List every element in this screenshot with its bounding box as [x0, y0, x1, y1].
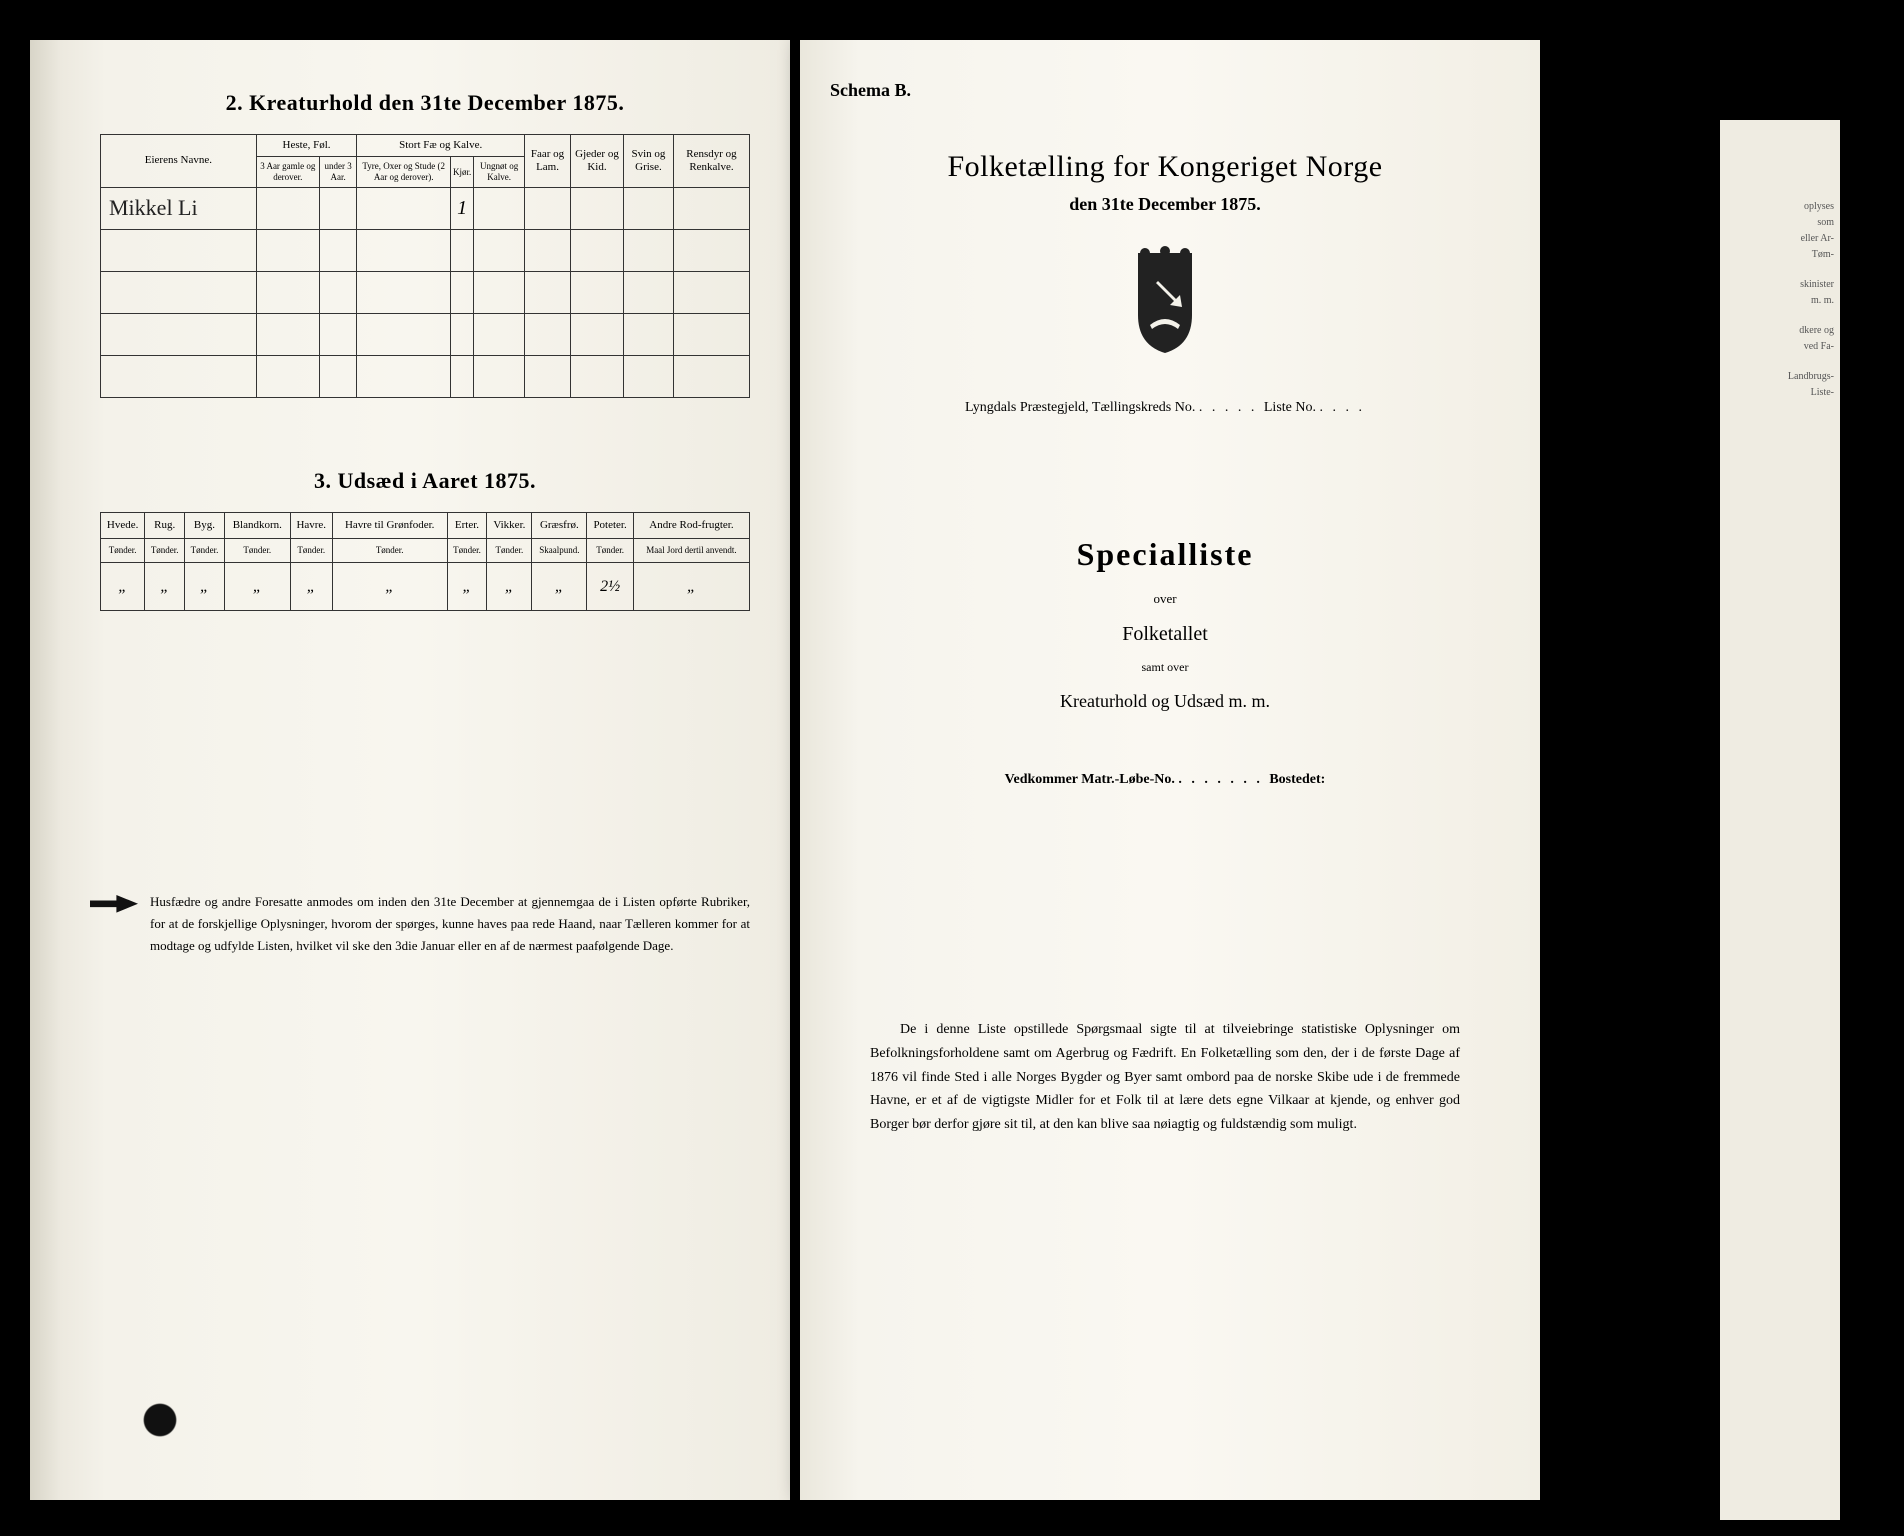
- census-date: den 31te December 1875.: [870, 194, 1460, 215]
- vedkommer-line: Vedkommer Matr.-Løbe-No. . . . . . . . B…: [870, 772, 1460, 788]
- table-row: [101, 229, 750, 271]
- section-3-title: 3. Udsæd i Aaret 1875.: [100, 468, 750, 494]
- census-title: Folketælling for Kongeriget Norge: [870, 150, 1460, 184]
- col-owner: Eierens Navne.: [101, 135, 257, 188]
- seed-col-2: Byg.: [185, 512, 225, 538]
- seed-unit-5: Tønder.: [332, 538, 447, 562]
- footnote-text: Husfædre og andre Foresatte anmodes om i…: [150, 894, 750, 953]
- col-cattle-b: Kjør.: [451, 157, 474, 188]
- coat-of-arms-icon: [1120, 245, 1210, 355]
- seed-value-6: „: [447, 562, 487, 610]
- parish-line: Lyngdals Præstegjeld, Tællingskreds No. …: [870, 400, 1460, 416]
- seed-unit-0: Tønder.: [101, 538, 145, 562]
- seed-value-8: „: [532, 562, 587, 610]
- body-paragraph: De i denne Liste opstillede Spørgsmaal s…: [870, 1018, 1460, 1137]
- seed-col-3: Blandkorn.: [224, 512, 290, 538]
- col-reindeer: Rensdyr og Renkalve.: [673, 135, 749, 188]
- page-spread: 2. Kreaturhold den 31te December 1875. E…: [30, 40, 1850, 1510]
- ink-blot: [140, 1400, 180, 1440]
- seed-unit-10: Maal Jord dertil anvendt.: [633, 538, 749, 562]
- table-row: [101, 313, 750, 355]
- col-group-cattle: Stort Fæ og Kalve.: [357, 135, 525, 157]
- seed-unit-7: Tønder.: [487, 538, 532, 562]
- seed-unit-8: Skaalpund.: [532, 538, 587, 562]
- col-horse-b: under 3 Aar.: [319, 157, 356, 188]
- col-horse-a: 3 Aar gamle og derover.: [256, 157, 319, 188]
- col-cattle-a: Tyre, Oxer og Stude (2 Aar og derover).: [357, 157, 451, 188]
- specialliste-heading: Specialliste: [870, 536, 1460, 573]
- owner-name: Mikkel Li: [109, 195, 198, 220]
- seed-unit-3: Tønder.: [224, 538, 290, 562]
- col-cattle-c: Ungnøt og Kalve.: [474, 157, 525, 188]
- next-page-peek: oplysessomeller Ar-Tøm- skinisterm. m. d…: [1720, 120, 1840, 1520]
- seed-table: Hvede.Rug.Byg.Blandkorn.Havre.Havre til …: [100, 512, 750, 611]
- col-pig: Svin og Grise.: [623, 135, 673, 188]
- seed-col-10: Andre Rod-frugter.: [633, 512, 749, 538]
- table-row: [101, 271, 750, 313]
- col-group-horse: Heste, Føl.: [256, 135, 357, 157]
- seed-value-7: „: [487, 562, 532, 610]
- col-sheep: Faar og Lam.: [525, 135, 571, 188]
- seed-value-9: 2½: [587, 562, 634, 610]
- schema-label: Schema B.: [830, 80, 911, 101]
- left-page: 2. Kreaturhold den 31te December 1875. E…: [30, 40, 790, 1500]
- col-goat: Gjeder og Kid.: [571, 135, 624, 188]
- seed-value-0: „: [101, 562, 145, 610]
- over-label: over: [870, 591, 1460, 607]
- livestock-table: Eierens Navne. Heste, Føl. Stort Fæ og K…: [100, 134, 750, 398]
- cell-kjor: 1: [457, 197, 467, 219]
- seed-col-9: Poteter.: [587, 512, 634, 538]
- right-page: Schema B. Folketælling for Kongeriget No…: [800, 40, 1540, 1500]
- folketallet-label: Folketallet: [870, 623, 1460, 646]
- pointing-hand-icon: [90, 893, 138, 915]
- seed-value-2: „: [185, 562, 225, 610]
- seed-value-5: „: [332, 562, 447, 610]
- seed-value-3: „: [224, 562, 290, 610]
- seed-col-6: Erter.: [447, 512, 487, 538]
- seed-value-1: „: [145, 562, 185, 610]
- seed-col-0: Hvede.: [101, 512, 145, 538]
- seed-col-4: Havre.: [290, 512, 332, 538]
- footnote: Husfædre og andre Foresatte anmodes om i…: [100, 891, 750, 957]
- seed-value-10: „: [633, 562, 749, 610]
- seed-col-1: Rug.: [145, 512, 185, 538]
- seed-col-8: Græsfrø.: [532, 512, 587, 538]
- table-row: Mikkel Li 1: [101, 187, 750, 229]
- seed-value-4: „: [290, 562, 332, 610]
- seed-unit-2: Tønder.: [185, 538, 225, 562]
- seed-unit-4: Tønder.: [290, 538, 332, 562]
- seed-col-5: Havre til Grønfoder.: [332, 512, 447, 538]
- seed-unit-1: Tønder.: [145, 538, 185, 562]
- kreaturhold-label: Kreaturhold og Udsæd m. m.: [870, 691, 1460, 712]
- table-row: [101, 355, 750, 397]
- seed-unit-6: Tønder.: [447, 538, 487, 562]
- samt-label: samt over: [870, 660, 1460, 675]
- seed-unit-9: Tønder.: [587, 538, 634, 562]
- seed-col-7: Vikker.: [487, 512, 532, 538]
- section-2-title: 2. Kreaturhold den 31te December 1875.: [100, 90, 750, 116]
